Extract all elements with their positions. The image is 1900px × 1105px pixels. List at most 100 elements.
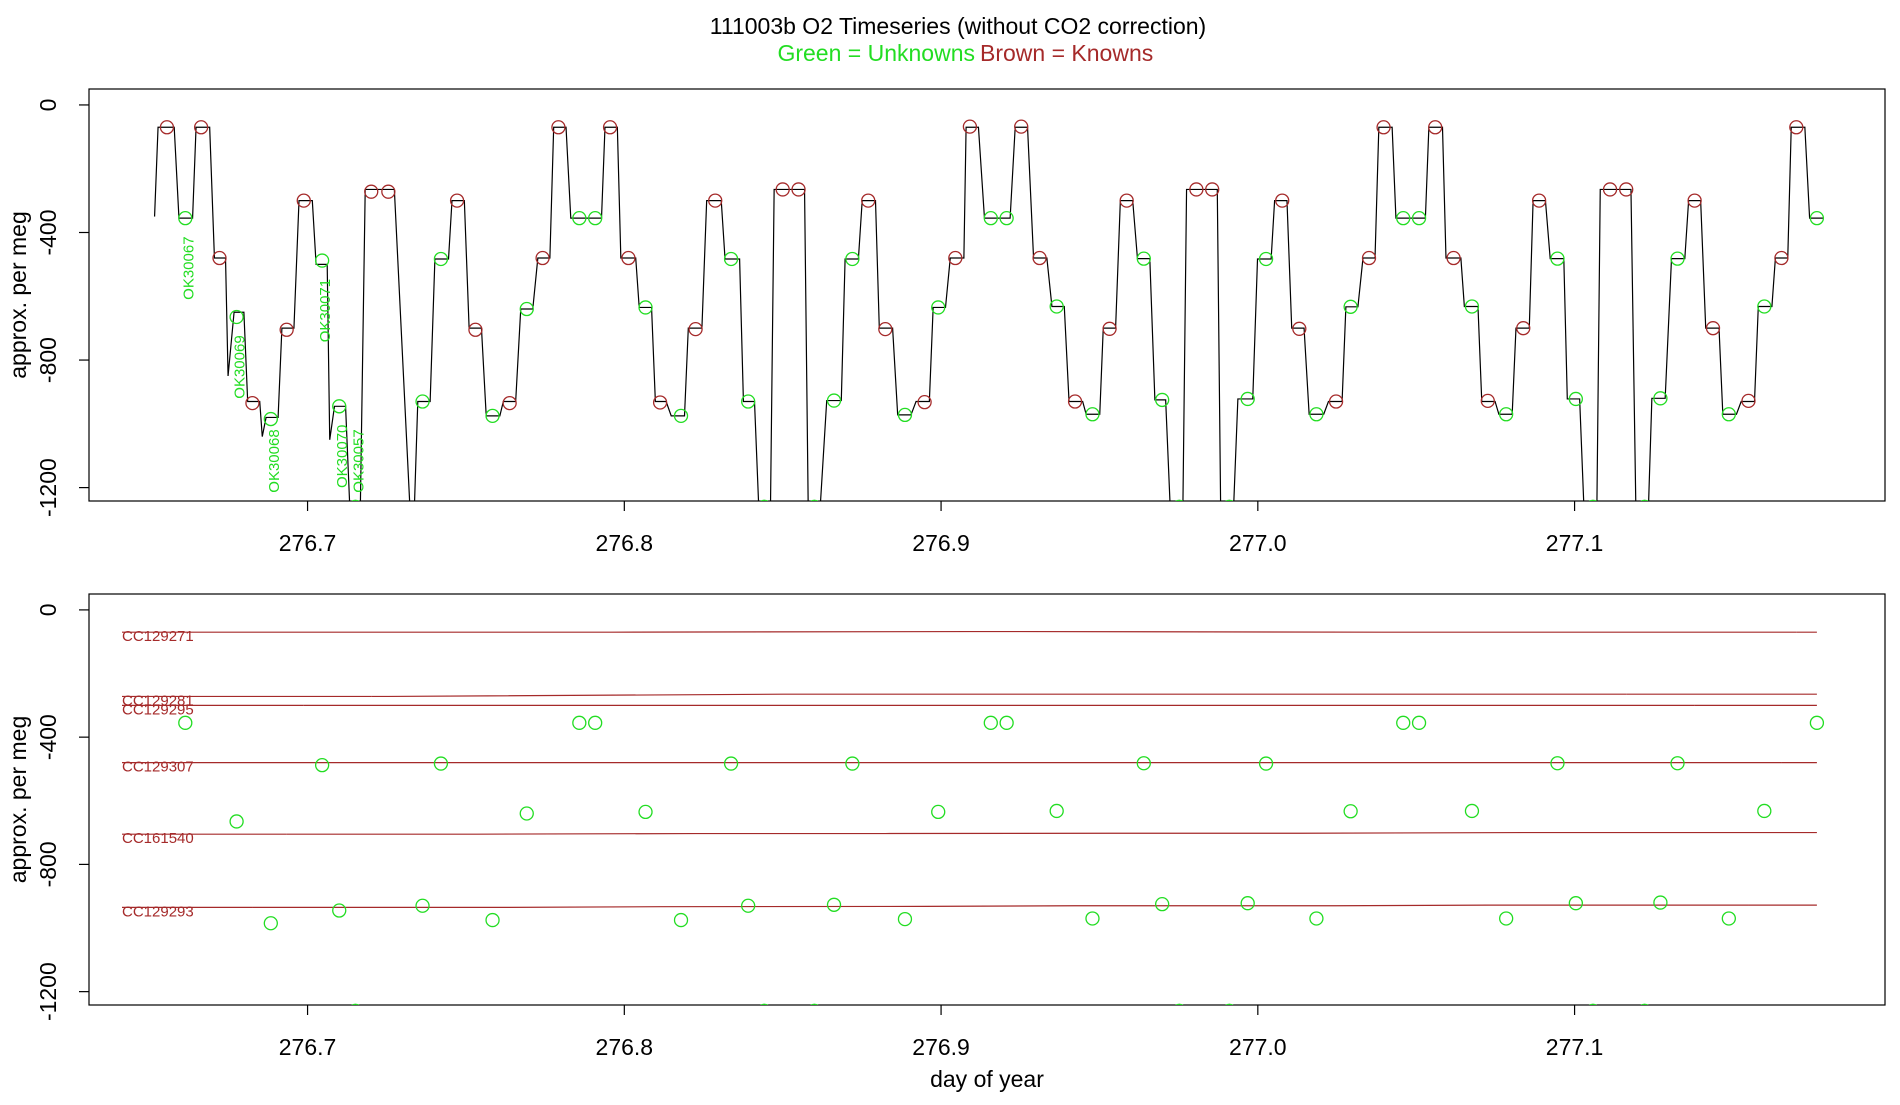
unknown-point [332, 903, 347, 918]
unknown-point [332, 399, 347, 414]
unknown-point [826, 393, 842, 408]
unknown-point [673, 408, 689, 424]
unknown-point [983, 210, 998, 226]
known-point [1119, 193, 1134, 208]
unknown-point [1085, 911, 1100, 926]
unknown-point [1258, 756, 1274, 771]
known-point [279, 322, 294, 337]
unknown-point [1155, 897, 1170, 912]
known-label: CC161540 [122, 830, 194, 847]
known-point [1275, 193, 1290, 208]
unknown-point [1499, 911, 1514, 926]
unknown-point [741, 898, 756, 913]
unknown-point [1174, 1003, 1184, 1005]
known-label: CC129281 [122, 692, 194, 709]
unknown-point [638, 300, 653, 315]
known-point [878, 321, 893, 337]
unknown-point [1809, 715, 1825, 730]
unknown-point [760, 1003, 769, 1005]
unknown-point [351, 1003, 360, 1005]
known-point [948, 250, 963, 266]
unknown-point [897, 407, 913, 423]
unknown-point [1136, 756, 1151, 771]
known-point [1032, 250, 1047, 266]
known-point [1292, 321, 1307, 336]
unknown-point [673, 912, 689, 928]
unknown-point [1411, 715, 1427, 730]
unknown-point [415, 898, 430, 913]
unknown-point [314, 757, 330, 773]
unknown-point [1225, 499, 1234, 501]
unknown-point [1670, 251, 1685, 266]
known-point [1014, 119, 1029, 134]
known-point [1189, 182, 1204, 197]
trace-line [153, 126, 1824, 501]
unknown-label: OK30070 [334, 425, 351, 488]
known-point [1789, 120, 1804, 135]
known-point [1516, 321, 1531, 336]
unknown-point [263, 411, 278, 427]
y-tick-label: -400 [35, 209, 61, 255]
x-tick-label: 277.0 [1229, 1034, 1287, 1060]
plot-area [122, 630, 1825, 1005]
known-point [1774, 250, 1789, 266]
known-point [917, 394, 932, 410]
y-axis-label: approx. per meg [5, 211, 31, 378]
known-point [193, 120, 209, 135]
unknown-point [760, 499, 769, 501]
unknown-point [519, 806, 534, 821]
x-tick-label: 276.8 [596, 530, 654, 556]
known-point [962, 119, 978, 134]
unknown-point [1343, 804, 1358, 819]
legend-knowns: Brown = Knowns [980, 40, 1153, 66]
unknown-point [1499, 407, 1514, 422]
y-axis-label: approx. per meg [5, 716, 31, 883]
known-point [688, 321, 703, 337]
x-tick-label: 277.1 [1546, 530, 1604, 556]
unknown-point [572, 715, 587, 730]
y-tick-label: -1200 [35, 458, 61, 517]
known-point [1102, 321, 1117, 336]
unknown-point [433, 251, 449, 267]
y-tick-label: -400 [35, 714, 61, 760]
known-point [1376, 120, 1391, 135]
known-point [535, 250, 550, 266]
known-point [1705, 321, 1721, 336]
unknown-point [1670, 756, 1685, 771]
known-point [1619, 182, 1634, 197]
x-tick-label: 276.9 [912, 1034, 970, 1060]
unknown-point [999, 715, 1014, 730]
known-point [159, 120, 175, 135]
y-tick-label: 0 [35, 604, 61, 617]
known-point [708, 193, 723, 208]
known-point [551, 120, 566, 135]
unknown-point [1757, 803, 1772, 819]
known-label: CC129307 [122, 759, 194, 776]
y-tick-label: -800 [35, 841, 61, 887]
unknown-point [1411, 210, 1427, 226]
unknown-point [1464, 803, 1480, 819]
x-tick-label: 276.7 [279, 1034, 337, 1060]
plot-frame [88, 593, 1886, 1006]
unknown-point [1396, 715, 1411, 730]
known-label: CC129271 [122, 628, 194, 645]
x-tick-label: 277.1 [1546, 1034, 1604, 1060]
unknown-point [845, 251, 860, 267]
unknown-point [1309, 911, 1324, 926]
unknown-point [931, 804, 946, 820]
unknown-point [845, 756, 860, 771]
unknown-point [1809, 210, 1825, 226]
unknown-point [1240, 896, 1255, 911]
unknown-point [314, 253, 330, 268]
unknown-point [741, 394, 756, 409]
unknown-point [1550, 251, 1565, 266]
unknown-point [485, 408, 500, 424]
unknown-point [178, 210, 193, 226]
known-label: CC129295 [122, 701, 194, 718]
unknown-point [1309, 407, 1324, 422]
known-fit-line [166, 630, 1797, 633]
plot-area [153, 119, 1825, 501]
unknown-point [983, 715, 998, 730]
known-fit-line [286, 831, 1713, 835]
